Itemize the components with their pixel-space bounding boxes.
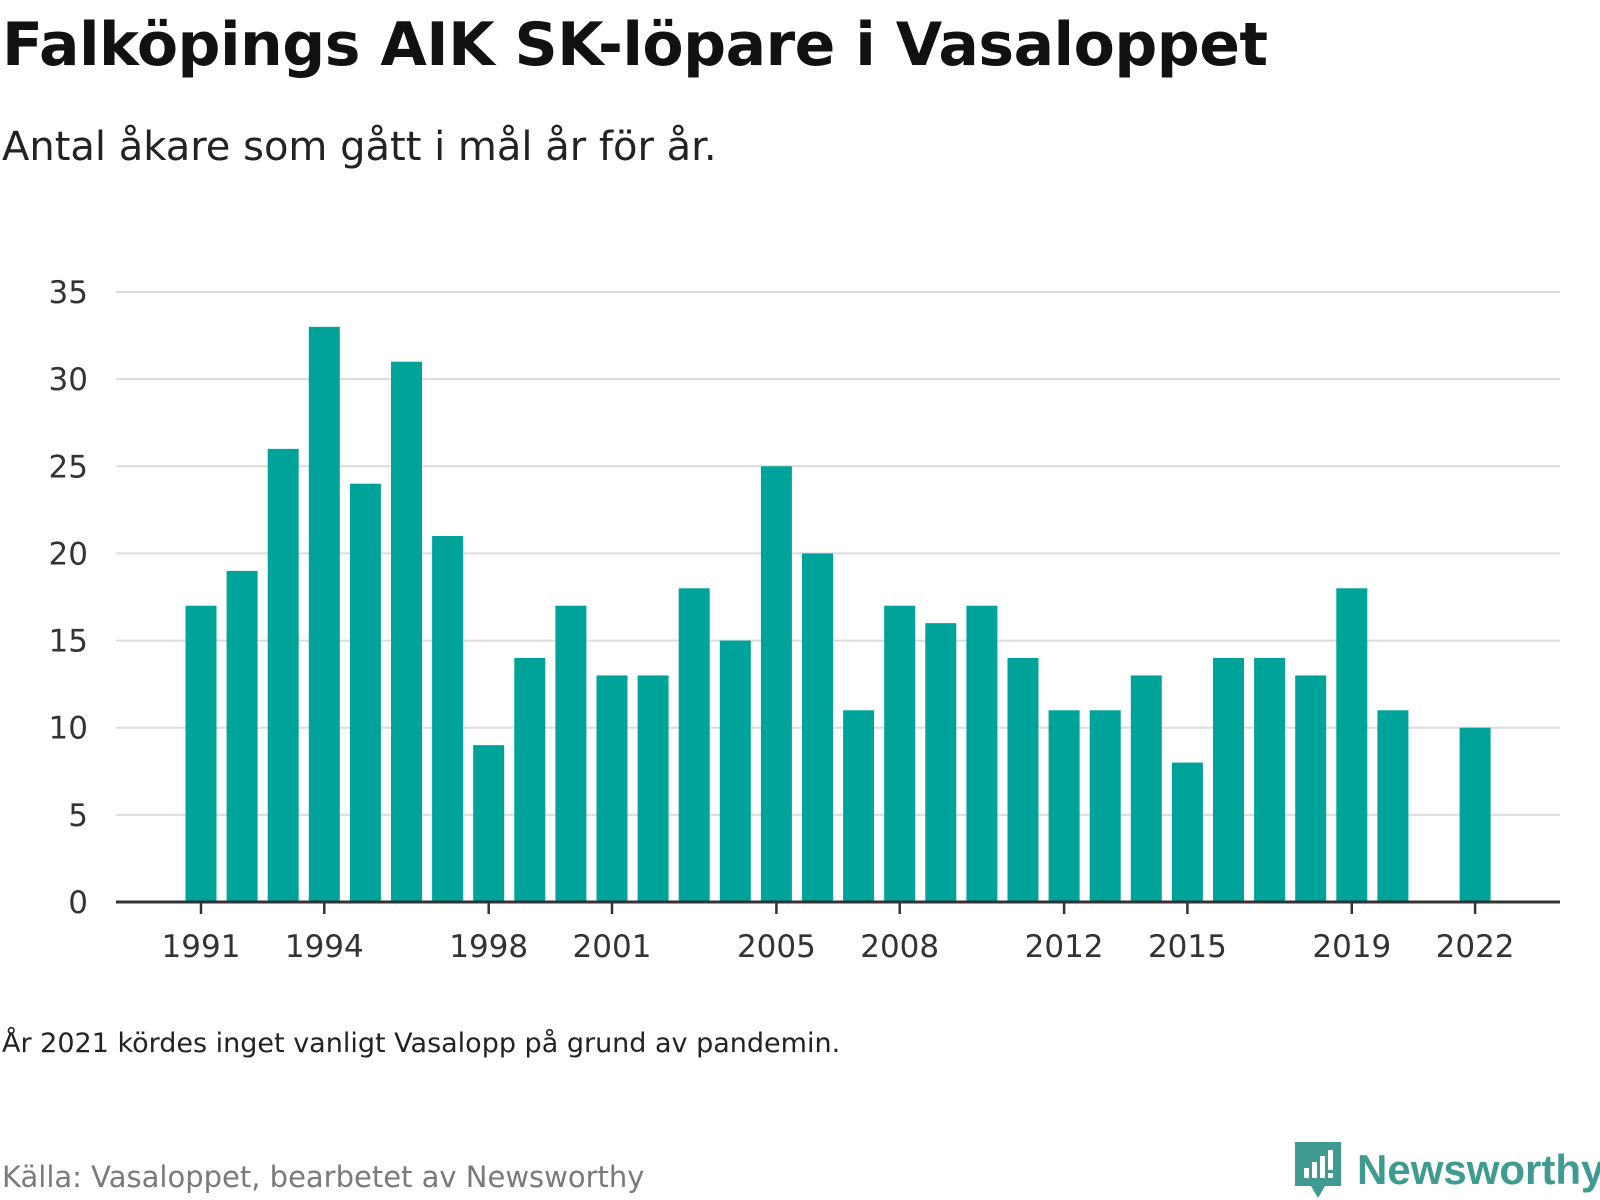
chart-title: Falköpings AIK SK-löpare i Vasaloppet [2, 10, 1268, 80]
x-tick-label: 1998 [449, 929, 528, 960]
x-tick-label: 2012 [1025, 929, 1104, 960]
bars [185, 326, 1491, 902]
y-tick-label: 0 [68, 885, 88, 921]
bar [1048, 710, 1080, 902]
bar [432, 536, 464, 902]
bar [1336, 588, 1368, 902]
chart-subtitle: Antal åkare som gått i mål år för år. [2, 124, 717, 170]
bar [473, 745, 505, 902]
bar [802, 553, 833, 902]
newsworthy-logo-icon [1295, 1142, 1341, 1198]
y-tick-label: 30 [49, 362, 88, 398]
x-tick-label: 2019 [1312, 929, 1391, 960]
bar [678, 588, 710, 902]
y-tick-label: 10 [49, 711, 88, 747]
bar [884, 605, 916, 902]
source-text: Källa: Vasaloppet, bearbetet av Newswort… [2, 1160, 645, 1194]
bar [349, 483, 381, 902]
bar [1089, 710, 1121, 902]
bar [185, 605, 217, 902]
bar [1007, 658, 1039, 902]
brand-name: Newsworthy [1357, 1146, 1600, 1193]
brand-logo: Newsworthy [1293, 1140, 1600, 1200]
x-tick-label: 2015 [1148, 929, 1227, 960]
bar [637, 675, 669, 902]
x-tick-label: 1994 [285, 929, 364, 960]
bar [1130, 675, 1162, 902]
bar [391, 361, 422, 902]
y-tick-label: 25 [49, 449, 88, 485]
bar [843, 710, 875, 902]
y-tick-label: 5 [68, 798, 88, 834]
bar [966, 605, 998, 902]
bar [514, 658, 546, 902]
x-tick-label: 2001 [573, 929, 652, 960]
x-axis: 1991 1994 1998 2001 2005 2008 2012 2015 2019 2022 [116, 900, 1560, 960]
y-tick-label: 35 [49, 275, 88, 311]
x-tick-label: 1991 [162, 929, 241, 960]
bar-chart: 0 5 10 15 20 25 30 35 1991 1994 1998 2001 2005 2008 2… [49, 275, 1560, 960]
x-tick-label: 2022 [1436, 929, 1515, 960]
y-tick-label: 15 [49, 624, 88, 660]
bar [1171, 762, 1203, 902]
bar [925, 623, 957, 902]
chart-note: År 2021 kördes inget vanligt Vasalopp på… [2, 1028, 841, 1059]
x-tick-label: 2008 [860, 929, 939, 960]
bar [596, 675, 628, 902]
bar [1459, 727, 1491, 902]
bar [308, 326, 340, 902]
x-tick-label: 2005 [737, 929, 816, 960]
bar [267, 448, 299, 902]
y-tick-label: 20 [49, 536, 88, 572]
bar [760, 466, 792, 902]
bar [226, 570, 258, 902]
bar [555, 605, 587, 902]
bar [1377, 710, 1409, 902]
bar [1254, 658, 1286, 902]
bar [1295, 675, 1327, 902]
bar [1213, 658, 1244, 902]
bar [719, 640, 751, 902]
